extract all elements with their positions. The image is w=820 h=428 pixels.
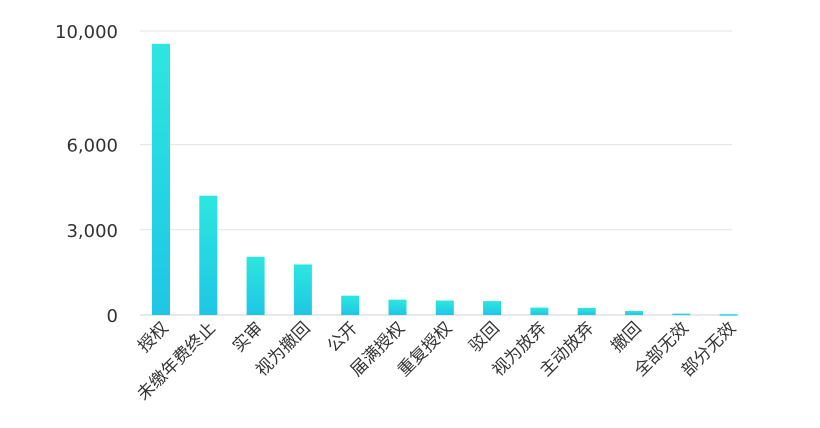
- y-tick-label: 3,000: [66, 221, 118, 242]
- bars: [152, 44, 738, 316]
- y-tick-label: 0: [107, 306, 118, 327]
- bar: [436, 301, 454, 315]
- grid-lines: [140, 31, 732, 315]
- y-tick-label: 10,000: [55, 22, 118, 43]
- bar: [389, 300, 407, 315]
- bar: [672, 314, 690, 316]
- x-axis-labels: 授权未缴年费终止实审视为撤回公开届满授权重复授权驳回视为放弃主动放弃撤回全部无效…: [134, 318, 741, 404]
- bar: [152, 44, 170, 315]
- x-category-label: 实审: [229, 318, 267, 356]
- bar: [578, 308, 596, 315]
- bar: [720, 314, 738, 316]
- bar: [199, 196, 217, 315]
- x-category-label: 授权: [134, 318, 172, 356]
- bar: [247, 257, 265, 315]
- bar: [483, 301, 501, 315]
- y-tick-label: 6,000: [66, 136, 118, 157]
- bar: [530, 308, 548, 315]
- x-category-label: 公开: [324, 318, 362, 356]
- y-axis-ticks: 0 3,000 6,000 10,000: [55, 22, 118, 327]
- bar: [341, 296, 359, 315]
- x-category-label: 撤回: [607, 318, 645, 356]
- bar: [625, 311, 643, 315]
- bar: [294, 264, 312, 315]
- x-category-label: 驳回: [465, 318, 503, 356]
